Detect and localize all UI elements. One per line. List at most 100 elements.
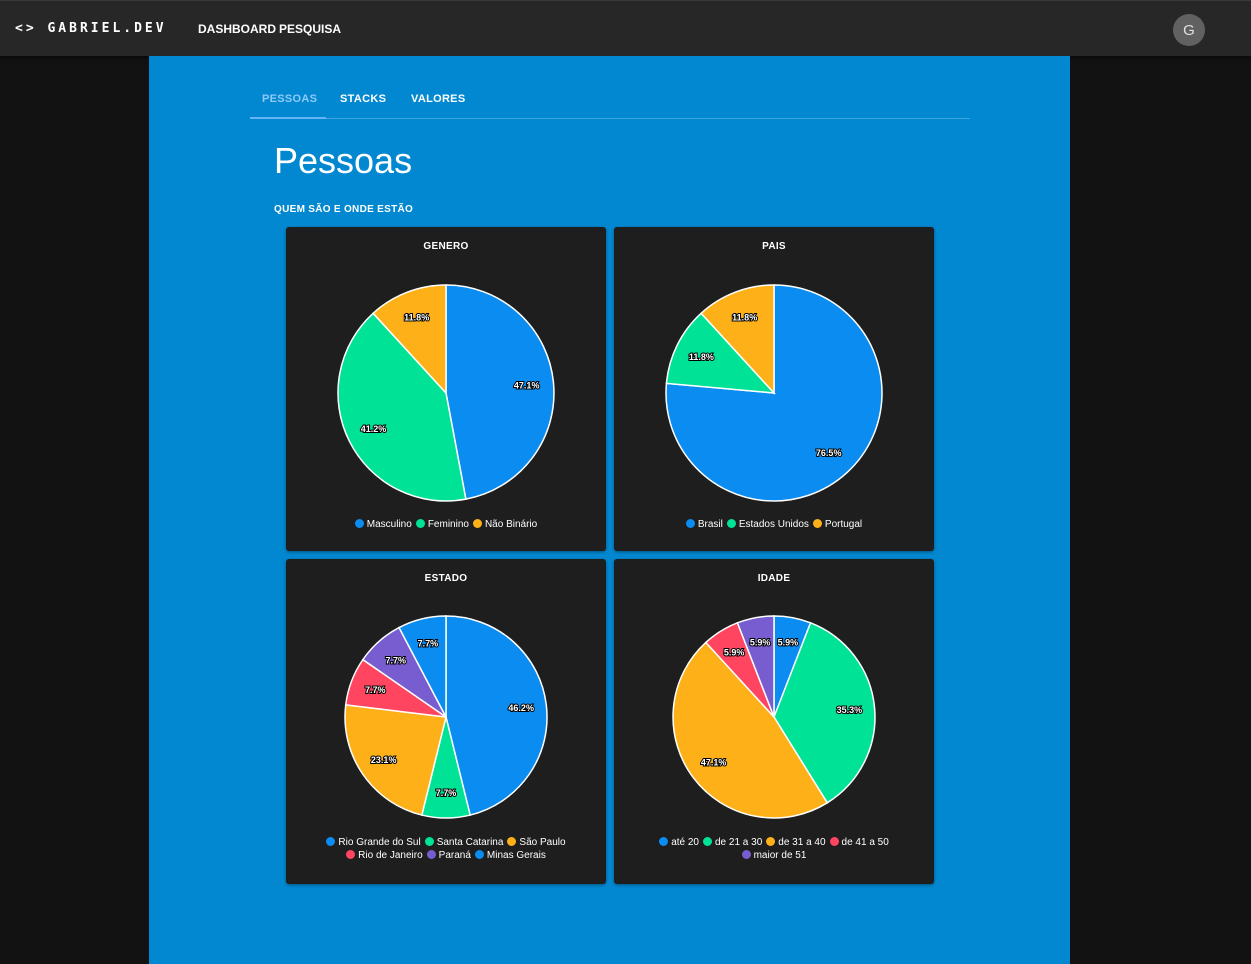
chart-card-pais: PAIS 76.5% 11.8% 11.8% Brasil Estados Unido… [614,227,934,551]
pie-slice-sao-paulo[interactable] [344,703,447,816]
data-label: 23.1% [371,755,397,765]
legend-label: Não Binário [484,519,538,530]
legend-item-de-31-a-40[interactable]: de 31 a 40 [766,836,826,849]
legend-marker [507,837,517,846]
legend-marker [685,519,695,528]
pie-slice-estados-unidos[interactable] [665,312,776,394]
legend-marker [415,519,425,528]
legend-item-maior-de-51[interactable]: maior de 51 [741,849,807,862]
pie-slice-de-21-a-30[interactable] [773,621,876,804]
pie-slice-feminino[interactable] [337,312,467,502]
tab-pessoas[interactable]: PESSOAS [262,93,318,105]
legend-label: Santa Catarina [436,837,504,848]
legend-item-estados-unidos[interactable]: Estados Unidos [726,518,809,531]
data-label: 5.9% [724,648,745,658]
top-app-bar: <> GABRIEL.DEV DASHBOARD PESQUISA G [0,0,1251,56]
pie-slice-minas-gerais[interactable] [398,615,447,718]
pie-slice-nao-binario[interactable] [372,284,447,395]
chart-title: PAIS [762,241,786,252]
legend-label: Masculino [366,519,412,530]
chart-title: ESTADO [424,573,468,584]
legend-marker [829,837,839,846]
data-label: 11.8% [404,313,429,323]
legend-label: Rio Grande do Sul [338,837,421,848]
pie-slice-portugal[interactable] [700,284,775,395]
data-label: 47.1% [514,381,540,391]
data-label: 11.8% [732,313,757,323]
pie-slice-maior-de-51[interactable] [736,615,775,718]
legend-label: Portugal [824,519,863,530]
data-label: 11.8% [689,352,714,362]
data-label: 7.7% [436,788,457,798]
pie-chart-genero: 47.1% 41.2% 11.8% [337,284,555,502]
legend-item-minas-gerais[interactable]: Minas Gerais [474,849,546,862]
pie-slice-rio-grande-do-sul[interactable] [445,615,548,816]
data-label: 7.7% [386,655,407,665]
legend-item-rio-de-janeiro[interactable]: Rio de Janeiro [346,849,423,862]
legend-item-parana[interactable]: Paraná [426,849,471,862]
nav-pesquisa-link[interactable]: PESQUISA [279,22,342,36]
legend-label: maior de 51 [753,850,807,861]
legend-label: Brasil [697,519,723,530]
chart-title: GENERO [423,241,469,252]
legend-marker [812,519,822,528]
pie-chart-idade: 5.9% 35.3% 47.1% 5.9% 5.9% [672,615,876,819]
brand-logo[interactable]: <> GABRIEL.DEV [15,21,167,36]
data-label: 35.3% [837,705,863,715]
legend-marker [326,837,336,846]
chart-legend: Masculino Feminino Não Binário [296,518,596,531]
data-label: 5.9% [778,638,799,648]
nav-dashboard-link[interactable]: DASHBOARD [198,22,276,36]
legend-label: Paraná [438,850,471,861]
chart-legend: até 20 de 21 a 30 de 31 a 40 de 41 a 50 maio… [624,836,924,862]
legend-item-de-41-a-50[interactable]: de 41 a 50 [829,836,889,849]
legend-label: Minas Gerais [486,850,546,861]
data-label: 46.2% [508,703,534,713]
legend-label: de 41 a 50 [841,837,889,848]
legend-item-ate-20[interactable]: até 20 [659,836,699,849]
tab-stacks[interactable]: STACKS [340,93,387,105]
legend-item-de-21-a-30[interactable]: de 21 a 30 [703,836,762,849]
pie-slice-brasil[interactable] [665,284,883,502]
chart-legend: Rio Grande do Sul Santa Catarina São Paulo… [296,836,596,862]
legend-marker [741,850,751,859]
page-title: Pessoas [274,140,413,181]
page-subtitle: QUEM SÃO E ONDE ESTÃO [274,204,414,215]
pie-slice-de-31-a-40[interactable] [672,641,829,819]
legend-marker [424,837,434,846]
chart-card-estado: ESTADO 46.2% 7.7% 23.1% 7.7% 7.7% 7.7% Rio Gr… [286,559,606,884]
legend-label: Feminino [427,519,469,530]
legend-marker [426,850,436,859]
legend-marker [703,837,712,846]
data-label: 7.7% [365,685,386,695]
tabs-divider [250,118,970,119]
legend-item-sao-paulo[interactable]: São Paulo [507,836,566,849]
pie-chart-estado: 46.2% 7.7% 23.1% 7.7% 7.7% 7.7% [344,615,548,819]
legend-label: Rio de Janeiro [358,850,423,861]
chart-card-idade: IDADE 5.9% 35.3% 47.1% 5.9% 5.9% até 20 de 21… [614,559,934,884]
legend-marker [659,837,669,846]
active-tab-indicator [250,117,326,119]
legend-label: de 31 a 40 [778,837,826,848]
legend-label: de 21 a 30 [715,837,763,848]
chart-legend: Brasil Estados Unidos Portugal [624,518,924,531]
legend-item-brasil[interactable]: Brasil [685,518,723,531]
legend-marker [474,850,484,859]
legend-item-rio-grande-do-sul[interactable]: Rio Grande do Sul [326,836,421,849]
legend-item-santa-catarina[interactable]: Santa Catarina [424,836,504,849]
data-label: 76.5% [816,448,842,458]
legend-marker [472,519,482,528]
legend-label: São Paulo [519,837,566,848]
legend-label: Estados Unidos [738,519,809,530]
tab-valores[interactable]: VALORES [411,93,466,105]
chart-title: IDADE [757,573,791,584]
legend-item-feminino[interactable]: Feminino [415,518,469,531]
legend-item-masculino[interactable]: Masculino [354,518,412,531]
pie-slice-masculino[interactable] [445,284,555,501]
data-label: 5.9% [750,638,771,648]
legend-item-nao-binario[interactable]: Não Binário [472,518,538,531]
legend-item-portugal[interactable]: Portugal [812,518,863,531]
avatar[interactable]: G [1173,14,1205,46]
data-label: 41.2% [361,424,387,434]
pie-chart-pais: 76.5% 11.8% 11.8% [665,284,883,502]
